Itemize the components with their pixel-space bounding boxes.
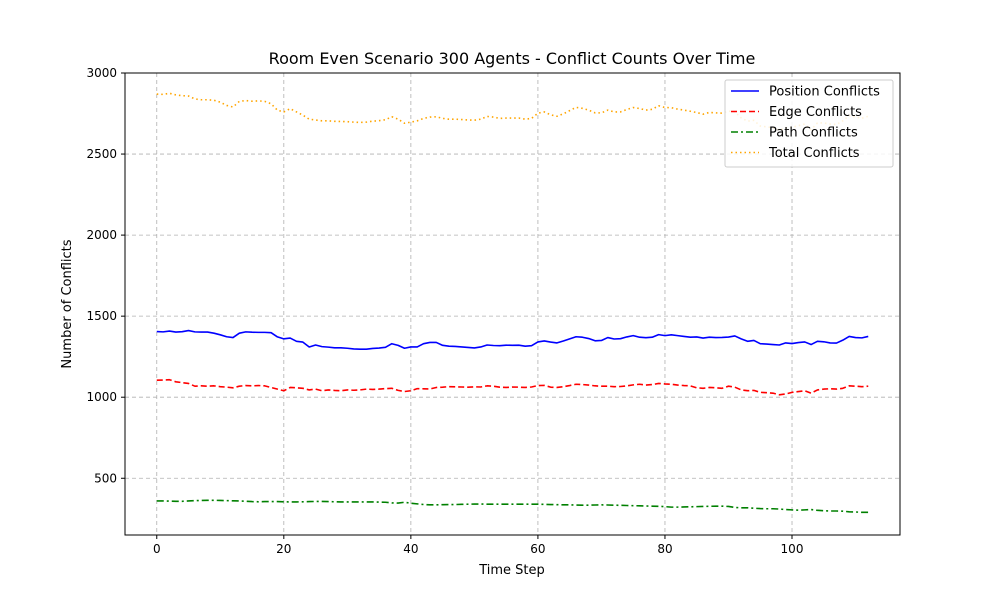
chart-title: Room Even Scenario 300 Agents - Conflict… [269,49,756,68]
x-tick-label: 40 [403,542,418,556]
x-tick-label: 0 [153,542,161,556]
legend-label-2: Path Conflicts [769,126,858,141]
legend-box [724,79,894,168]
legend-label-1: Edge Conflicts [769,105,862,120]
y-tick-label: 2500 [86,147,117,161]
x-tick-label: 100 [781,542,804,556]
series-line-0 [156,329,869,351]
y-tick-label: 3000 [86,66,117,80]
x-axis-label: Time Step [478,563,545,578]
y-axis-ticks: 500 1000 1500 2000 2500 3000 [86,66,125,485]
y-tick-label: 1000 [86,390,117,404]
legend-label-0: Position Conflicts [769,85,880,100]
series-line-2 [156,499,869,514]
y-tick-label: 500 [94,471,117,485]
x-axis-ticks: 0 20 40 60 80 100 [153,535,804,556]
y-tick-label: 1500 [86,309,117,323]
legend: Position Conflicts Edge Conflicts Path Con… [724,79,894,168]
plot-area-frame [124,72,901,536]
y-axis-label: Number of Conflicts [60,239,75,368]
x-tick-label: 60 [530,542,545,556]
legend-label-3: Total Conflicts [768,146,860,161]
x-tick-label: 20 [276,542,291,556]
x-tick-label: 80 [657,542,672,556]
y-tick-label: 2000 [86,228,117,242]
series-line-1 [156,378,869,396]
